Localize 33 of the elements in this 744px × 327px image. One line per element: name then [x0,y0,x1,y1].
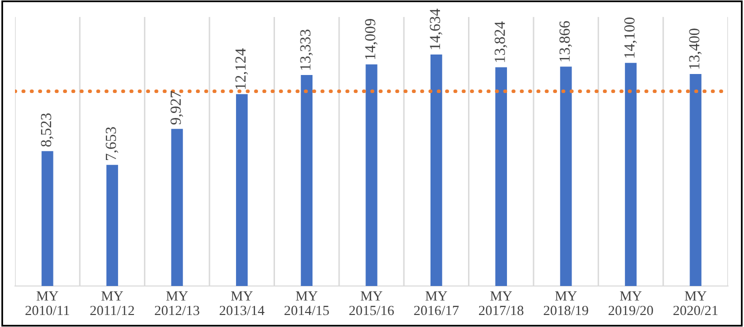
x-tick-label: MY 2013/14 [220,291,264,316]
bar [236,94,248,286]
data-label: 13,400 [689,28,702,69]
data-label: 14,634 [430,8,442,50]
x-tick-label: MY 2015/16 [349,291,394,316]
bar [495,67,507,286]
bar [106,164,118,286]
data-label: 13,333 [300,30,313,70]
data-label: 7,653 [106,127,118,160]
x-tick-label: MY 2016/17 [414,291,459,316]
data-label: 14,100 [624,18,637,58]
data-label: 12,124 [235,48,248,89]
x-tick-label: MY 2018/19 [544,291,588,316]
bar [300,75,313,286]
x-tick-label: MY 2011/12 [90,291,134,316]
data-label: 13,866 [559,21,572,62]
data-label: 14,009 [365,18,378,60]
bar [366,64,378,286]
x-tick-label: MY 2010/11 [26,291,70,316]
bar [430,54,442,286]
data-label: 9,927 [170,91,184,124]
data-label: 13,824 [494,22,508,62]
bar [690,74,702,286]
x-tick-label: MY 2012/13 [154,291,200,316]
data-label: 8,523 [40,113,54,147]
bar [42,151,54,286]
x-tick-label: MY 2019/20 [608,291,654,316]
bar [171,128,183,286]
bar [624,62,637,286]
x-tick-label: MY 2020/21 [673,291,718,316]
x-tick-label: MY 2017/18 [478,291,524,316]
bar [560,66,572,286]
x-tick-label: MY 2014/15 [284,291,329,316]
